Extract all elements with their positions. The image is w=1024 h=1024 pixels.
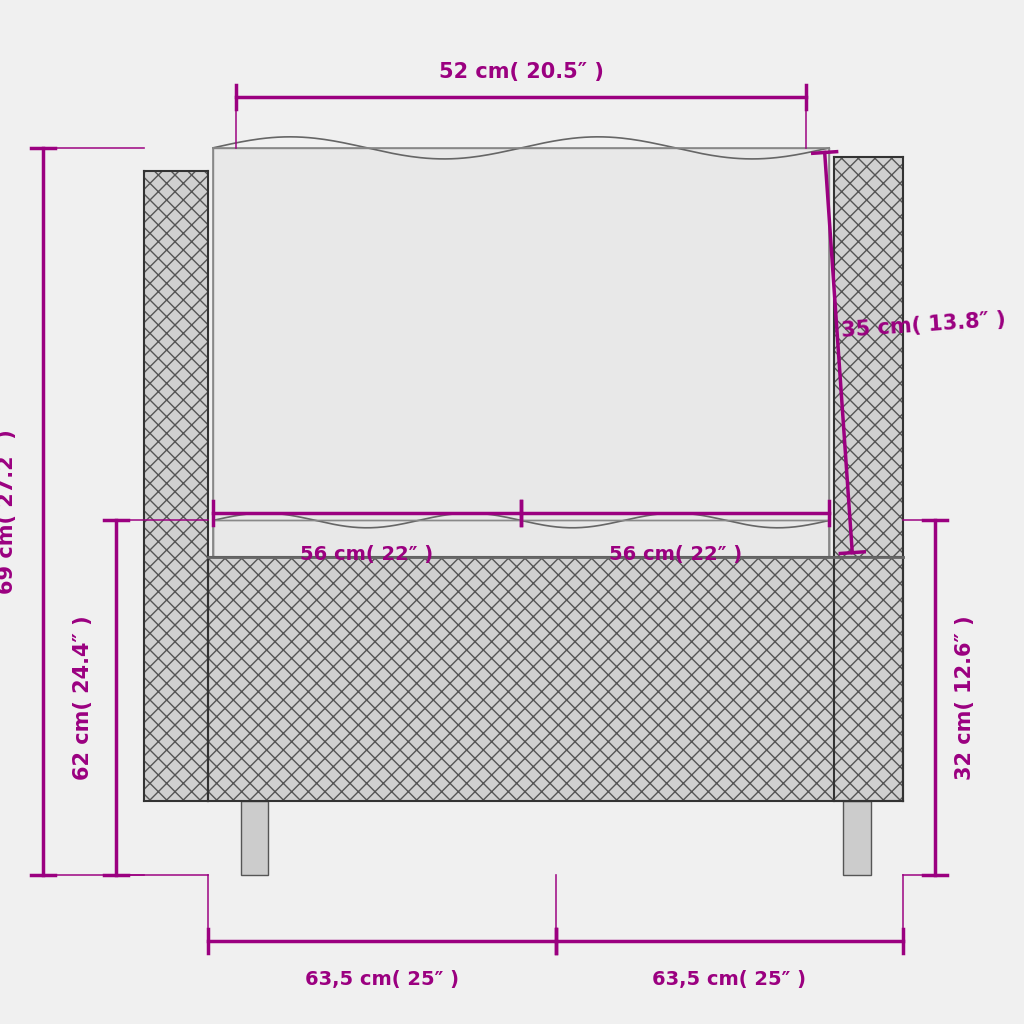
Bar [843, 801, 870, 874]
Text: 35 cm( 13.8″ ): 35 cm( 13.8″ ) [841, 309, 1007, 341]
Text: 56 cm( 22″ ): 56 cm( 22″ ) [608, 546, 741, 564]
Bar [834, 157, 903, 801]
Text: 69 cm( 27.2″ ): 69 cm( 27.2″ ) [0, 429, 17, 594]
Bar [213, 520, 829, 557]
Text: 63,5 cm( 25″ ): 63,5 cm( 25″ ) [652, 971, 806, 989]
Bar [144, 171, 208, 801]
Text: 56 cm( 22″ ): 56 cm( 22″ ) [300, 546, 433, 564]
Text: 52 cm( 20.5″ ): 52 cm( 20.5″ ) [438, 61, 603, 82]
Text: 32 cm( 12.6″ ): 32 cm( 12.6″ ) [955, 615, 975, 780]
Bar [241, 801, 268, 874]
Text: 63,5 cm( 25″ ): 63,5 cm( 25″ ) [305, 971, 459, 989]
Bar [208, 557, 903, 801]
Text: 62 cm( 24.4″ ): 62 cm( 24.4″ ) [74, 615, 93, 780]
Bar [213, 147, 829, 557]
